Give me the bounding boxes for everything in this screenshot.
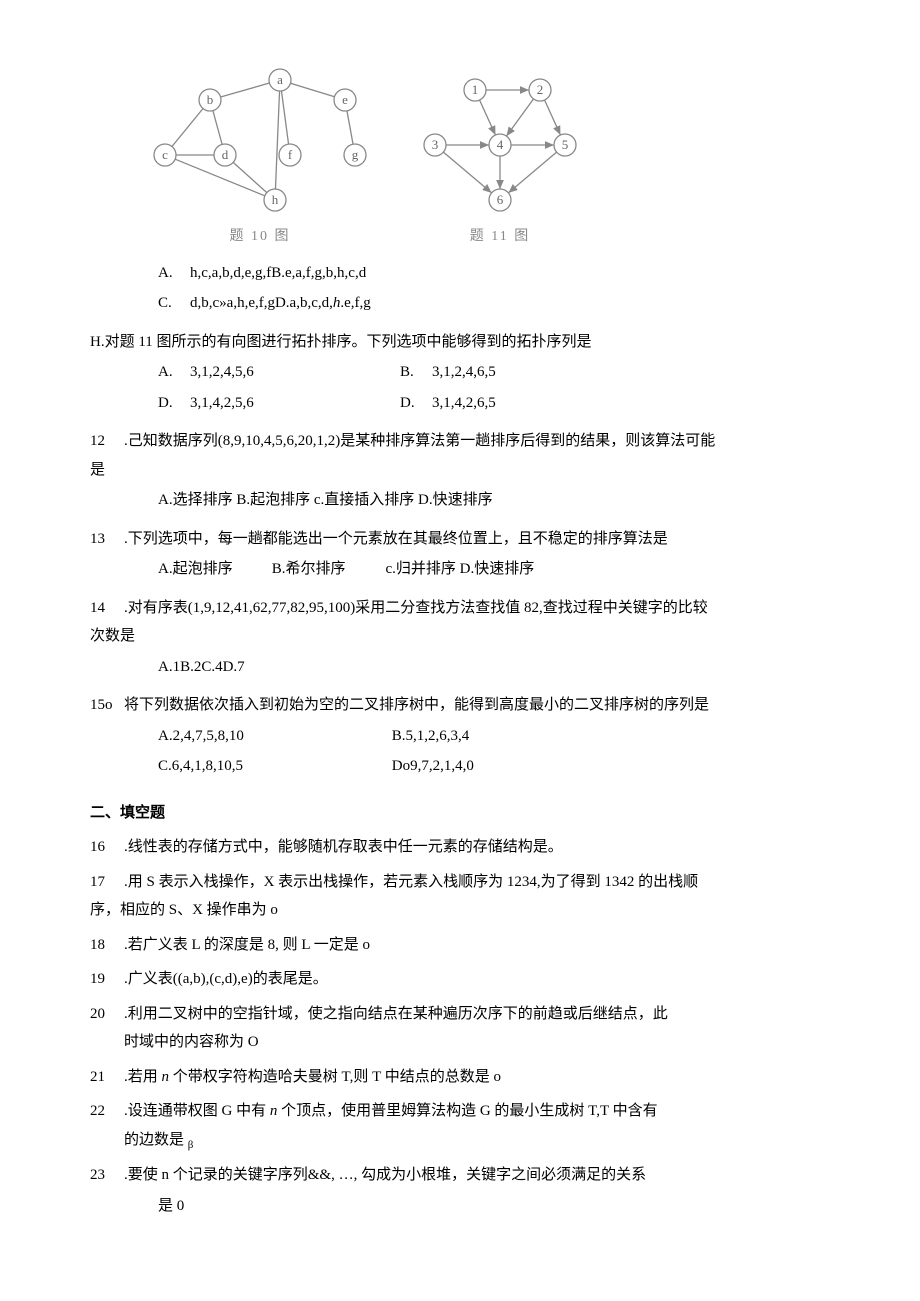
fill-18: 18 .若广义表 L 的深度是 8, 则 L 一定是 o [90, 931, 830, 960]
option-text: 3,1,2,4,5,6 [190, 358, 400, 387]
svg-text:2: 2 [537, 82, 544, 97]
option-letter: D. [400, 389, 432, 418]
fill-20: 20 .利用二叉树中的空指针域，使之指向结点在某种遍历次序下的前趋或后继结点，此 [90, 1000, 830, 1029]
option-letter: A. [158, 358, 190, 387]
question-stem-cont: 是 [90, 456, 830, 485]
figure-10: a b c d e f g h 题 10 图 [150, 60, 370, 251]
question-15: 15o 将下列数据依次插入到初始为空的二叉排序树中，能得到高度最小的二叉排序树的… [90, 691, 830, 720]
question-13: 13 .下列选项中，每一趟都能选出一个元素放在其最终位置上，且不稳定的排序算法是 [90, 525, 830, 554]
figure-11-caption: 题 11 图 [420, 224, 580, 251]
fill-22: 22 .设连通带权图 G 中有 n 个顶点，使用普里姆算法构造 G 的最小生成树… [90, 1097, 830, 1126]
svg-text:f: f [288, 147, 293, 162]
question-text: .若广义表 L 的深度是 8, 则 L 一定是 o [124, 931, 830, 960]
svg-text:4: 4 [497, 137, 504, 152]
svg-text:5: 5 [562, 137, 569, 152]
question-stem: .己知数据序列(8,9,10,4,5,6,20,1,2)是某种排序算法第一趟排序… [124, 427, 830, 456]
fill-17: 17 .用 S 表示入栈操作，X 表示出栈操作，若元素入栈顺序为 1234,为了… [90, 868, 830, 897]
question-number: 17 [90, 868, 124, 897]
question-number: 20 [90, 1000, 124, 1029]
question-number: 12 [90, 427, 124, 456]
question-number: 23 [90, 1161, 124, 1190]
option-d: Do9,7,2,1,4,0 [392, 752, 474, 781]
svg-text:1: 1 [472, 82, 479, 97]
option-b: B.希尔排序 [272, 555, 382, 584]
svg-text:b: b [207, 92, 214, 107]
option-cd: c.归并排序 D.快速排序 [386, 555, 535, 584]
svg-text:g: g [352, 147, 359, 162]
question-stem: .对有序表(1,9,12,41,62,77,82,95,100)采用二分查找方法… [124, 594, 830, 623]
question-number: 21 [90, 1063, 124, 1092]
option-letter: D. [158, 389, 190, 418]
q12-options: A.选择排序 B.起泡排序 c.直接插入排序 D.快速排序 [90, 486, 830, 515]
fill-16: 16 .线性表的存储方式中，能够随机存取表中任一元素的存储结构是。 [90, 833, 830, 862]
q10-option-row-c: C. d,b,c»a,h,e,f,gD.a,b,c,d,h.e,f,g [90, 289, 830, 318]
option-text: h,c,a,b,d,e,g,fB.e,a,f,g,b,h,c,d [190, 259, 366, 288]
question-number: 13 [90, 525, 124, 554]
question-text: .设连通带权图 G 中有 n 个顶点，使用普里姆算法构造 G 的最小生成树 T,… [124, 1097, 830, 1126]
option-text: 3,1,2,4,6,5 [432, 358, 496, 387]
figure-10-caption: 题 10 图 [150, 224, 370, 251]
option-letter: B. [400, 358, 432, 387]
section-2-title: 二、填空题 [90, 799, 830, 828]
svg-text:e: e [342, 92, 348, 107]
svg-text:a: a [277, 72, 283, 87]
question-number: 22 [90, 1097, 124, 1126]
figure-11: 1 2 3 4 5 6 题 11 图 [420, 70, 580, 251]
question-11: H.对题 11 图所示的有向图进行拓扑排序。下列选项中能够得到的拓扑序列是 [90, 328, 830, 357]
fill-19: 19 .广义表((a,b),(c,d),e)的表尾是。 [90, 965, 830, 994]
option-c: C.6,4,1,8,10,5 [158, 752, 388, 781]
question-number: 15o [90, 691, 124, 720]
question-text: .广义表((a,b),(c,d),e)的表尾是。 [124, 965, 830, 994]
svg-text:h: h [272, 192, 279, 207]
fill-22-cont: 的边数是 β [90, 1126, 830, 1156]
svg-text:6: 6 [497, 192, 504, 207]
question-number: 16 [90, 833, 124, 862]
svg-text:3: 3 [432, 137, 439, 152]
question-number: 19 [90, 965, 124, 994]
question-number: 14 [90, 594, 124, 623]
option-a: A.起泡排序 [158, 555, 268, 584]
q15-row2: C.6,4,1,8,10,5 Do9,7,2,1,4,0 [90, 752, 830, 781]
fill-17-cont: 序，相应的 S、X 操作串为 o [90, 896, 830, 925]
option-b: B.5,1,2,6,3,4 [392, 722, 470, 751]
question-14: 14 .对有序表(1,9,12,41,62,77,82,95,100)采用二分查… [90, 594, 830, 623]
question-text: .用 S 表示入栈操作，X 表示出栈操作，若元素入栈顺序为 1234,为了得到 … [124, 868, 830, 897]
svg-text:c: c [162, 147, 168, 162]
question-stem: 将下列数据依次插入到初始为空的二叉排序树中，能得到高度最小的二叉排序树的序列是 [124, 691, 830, 720]
question-12: 12 .己知数据序列(8,9,10,4,5,6,20,1,2)是某种排序算法第一… [90, 427, 830, 456]
fill-21: 21 .若用 n 个带权字符构造哈夫曼树 T,则 T 中结点的总数是 o [90, 1063, 830, 1092]
fill-23: 23 .要使 n 个记录的关键字序列&&, …, 勾成为小根堆，关键字之间必须满… [90, 1161, 830, 1190]
question-text: .利用二叉树中的空指针域，使之指向结点在某种遍历次序下的前趋或后继结点，此 [124, 1000, 830, 1029]
option-a: A.2,4,7,5,8,10 [158, 722, 388, 751]
fill-23-cont: 是 0 [90, 1192, 830, 1221]
q15-row1: A.2,4,7,5,8,10 B.5,1,2,6,3,4 [90, 722, 830, 751]
q14-options: A.1B.2C.4D.7 [90, 653, 830, 682]
option-letter: C. [158, 289, 190, 318]
q11-row2: D. 3,1,4,2,5,6 D. 3,1,4,2,6,5 [90, 389, 830, 418]
question-text: .要使 n 个记录的关键字序列&&, …, 勾成为小根堆，关键字之间必须满足的关… [124, 1161, 830, 1190]
question-text: .若用 n 个带权字符构造哈夫曼树 T,则 T 中结点的总数是 o [124, 1063, 830, 1092]
option-text: 3,1,4,2,6,5 [432, 389, 496, 418]
option-text: d,b,c»a,h,e,f,gD.a,b,c,d,h.e,f,g [190, 289, 371, 318]
option-text: 3,1,4,2,5,6 [190, 389, 400, 418]
question-number: 18 [90, 931, 124, 960]
option-letter: A. [158, 259, 190, 288]
question-stem-cont: 次数是 [90, 622, 830, 651]
q11-row1: A. 3,1,2,4,5,6 B. 3,1,2,4,6,5 [90, 358, 830, 387]
question-text: .线性表的存储方式中，能够随机存取表中任一元素的存储结构是。 [124, 833, 830, 862]
q10-option-row-a: A. h,c,a,b,d,e,g,fB.e,a,f,g,b,h,c,d [90, 259, 830, 288]
svg-text:d: d [222, 147, 229, 162]
q13-options: A.起泡排序 B.希尔排序 c.归并排序 D.快速排序 [90, 555, 830, 584]
question-stem: H.对题 11 图所示的有向图进行拓扑排序。下列选项中能够得到的拓扑序列是 [90, 328, 830, 357]
question-stem: .下列选项中，每一趟都能选出一个元素放在其最终位置上，且不稳定的排序算法是 [124, 525, 830, 554]
fill-20-cont: 时域中的内容称为 O [90, 1028, 830, 1057]
